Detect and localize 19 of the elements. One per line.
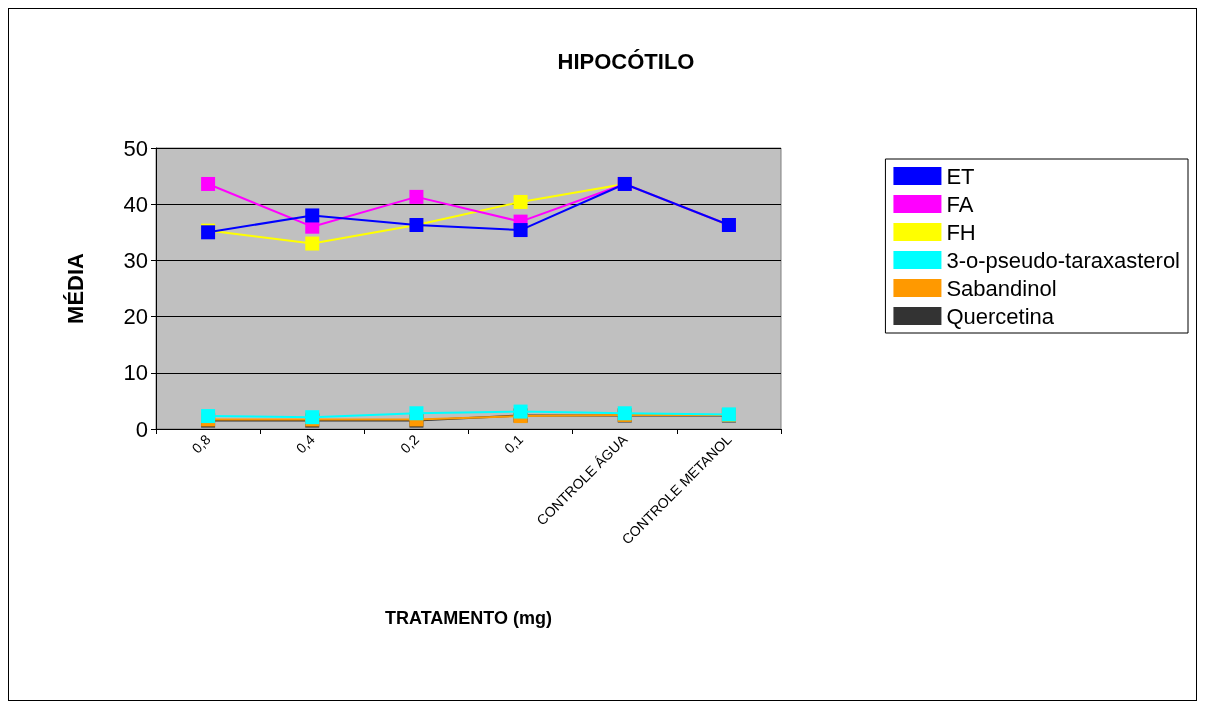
y-tick-label: 50 <box>123 135 148 161</box>
y-tick-label: 0 <box>135 416 148 442</box>
y-tick-label: 30 <box>123 247 148 273</box>
y-tick-label: 20 <box>123 304 148 330</box>
y-axis-title: MÉDIA <box>62 252 88 324</box>
chart-title: HIPOCÓTILO <box>557 48 695 74</box>
x-tick-label: 0,1 <box>501 431 527 457</box>
legend-label: FA <box>946 191 974 217</box>
y-tick-label: 10 <box>123 360 148 386</box>
legend-label: 3-o-pseudo-taraxasterol <box>946 247 1181 273</box>
y-tick-label: 40 <box>123 191 148 217</box>
x-axis-title: TRATAMENTO (mg) <box>385 608 552 628</box>
legend-label: ET <box>946 163 975 189</box>
x-tick-label: 0,4 <box>292 431 319 457</box>
x-tick-label: 0,8 <box>188 431 214 457</box>
legend-label: FH <box>946 219 976 245</box>
x-tick-label: 0,2 <box>397 431 423 457</box>
legend-label: Quercetina <box>946 303 1055 329</box>
legend-label: Sabandinol <box>946 275 1057 301</box>
